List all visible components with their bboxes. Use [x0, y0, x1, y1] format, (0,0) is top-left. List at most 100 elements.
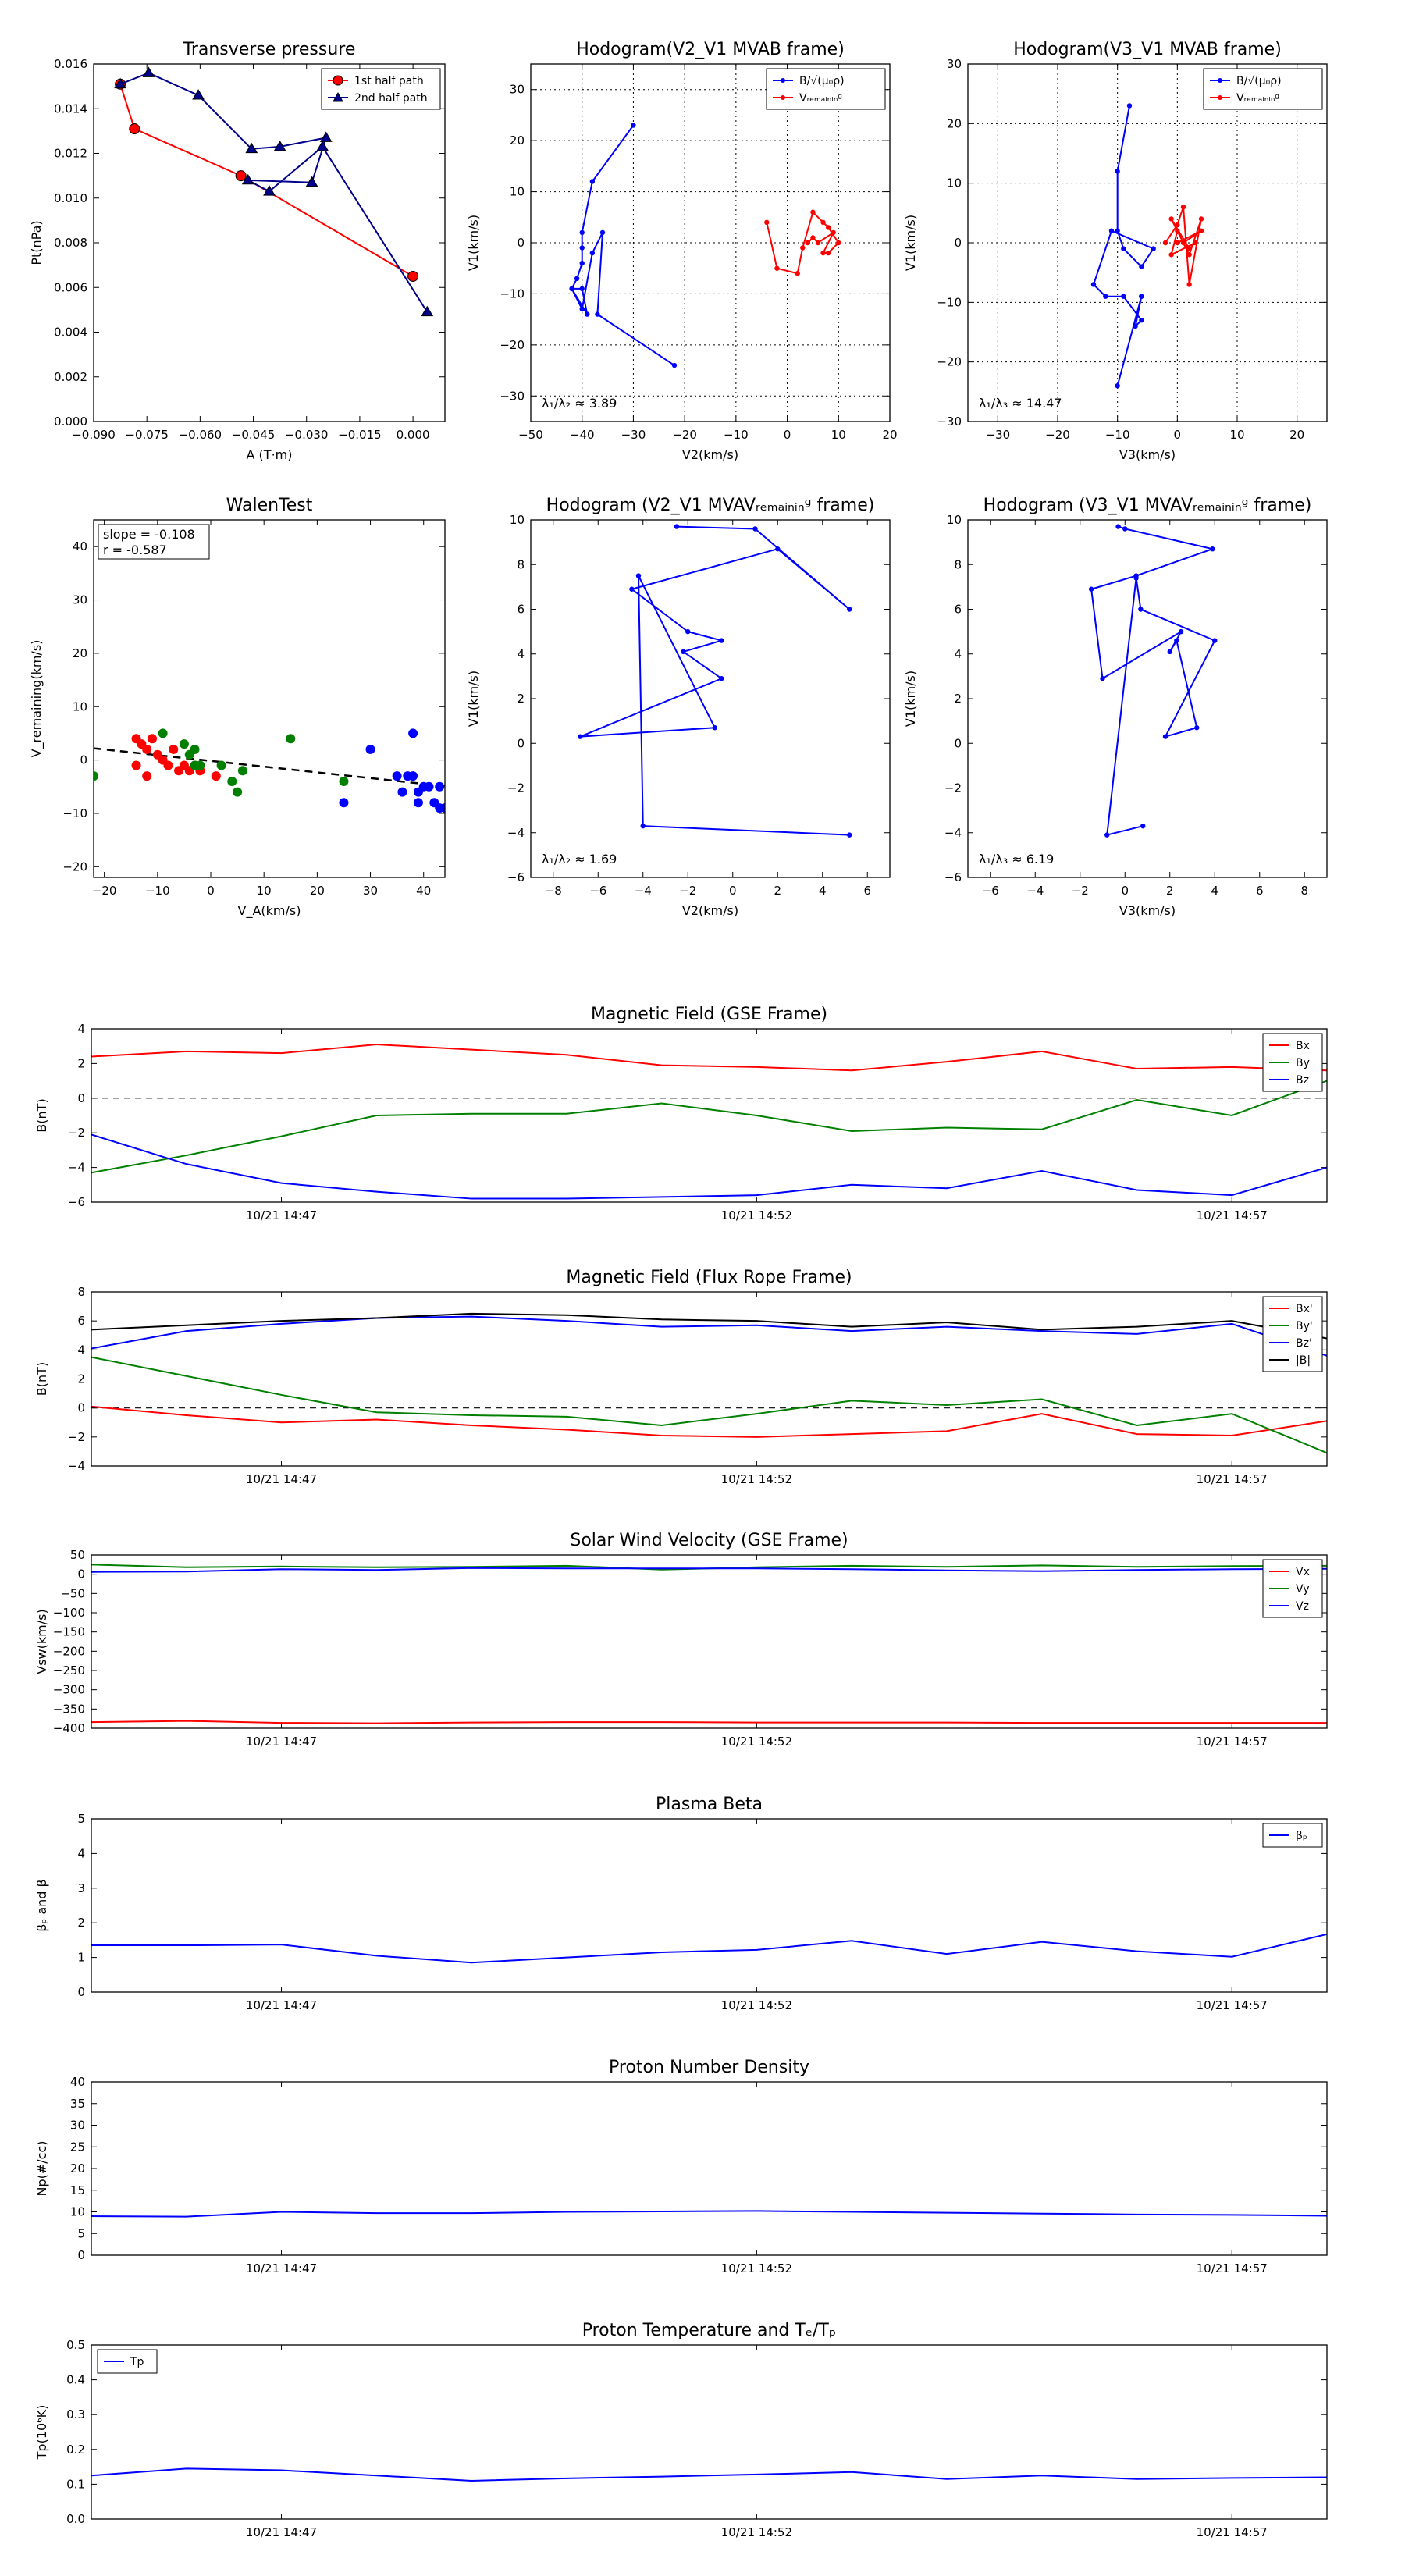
data-point: [1121, 294, 1126, 299]
data-point: [681, 649, 686, 655]
data-point: [1100, 676, 1105, 681]
legend-box: [766, 68, 886, 110]
data-point: [640, 823, 646, 829]
x-tick-label: −4: [635, 884, 652, 898]
x-tick-label: 10/21 14:57: [1197, 1998, 1268, 2012]
x-tick-label: −20: [92, 884, 117, 898]
data-point: [407, 270, 419, 282]
legend-label: Vz: [1296, 1600, 1309, 1613]
series-line-Bx': [91, 1405, 1327, 1438]
scatter-point: [286, 734, 296, 744]
x-tick-label: 10/21 14:57: [1197, 1208, 1268, 1222]
y-tick-label: 15: [70, 2183, 85, 2197]
legend-marker: [333, 91, 343, 102]
x-tick-label: −20: [672, 428, 697, 442]
data-point: [1186, 282, 1192, 287]
plot-area: [91, 1043, 1327, 1200]
y-tick-label: 8: [77, 1285, 85, 1299]
scatter-point: [142, 771, 152, 781]
x-tick-label: 10/21 14:47: [246, 1735, 317, 1749]
legend-label: Bz: [1296, 1074, 1309, 1087]
scatter-point: [424, 781, 434, 792]
x-tick-label: 10/21 14:52: [721, 1735, 792, 1749]
chart-title: Magnetic Field (GSE Frame): [591, 1005, 827, 1024]
y-tick-label: 0: [517, 736, 525, 750]
x-tick-label: −0.030: [285, 428, 329, 442]
x-tick-label: 0: [784, 428, 791, 442]
y-tick-label: −10: [937, 295, 962, 309]
chart-title: Hodogram (V2_V1 MVAVᵣₑₘₐᵢₙᵢₙᵍ frame): [546, 496, 875, 515]
y-tick-label: −6: [944, 870, 962, 884]
data-point: [305, 176, 318, 187]
scatter-point: [216, 760, 226, 770]
legend-marker: [1218, 95, 1222, 100]
x-axis-label: V3(km/s): [1119, 447, 1176, 462]
x-tick-label: −30: [986, 428, 1011, 442]
legend-box: [321, 68, 441, 110]
y-tick-label: 0: [77, 1401, 85, 1415]
x-tick-label: −0.045: [232, 428, 276, 442]
x-tick-label: 10/21 14:47: [246, 1208, 317, 1222]
y-tick-label: −250: [53, 1663, 85, 1678]
y-tick-label: −2: [68, 1430, 85, 1444]
x-tick-label: 10/21 14:57: [1197, 2525, 1268, 2539]
legend-marker: [781, 95, 785, 100]
data-point: [1103, 294, 1108, 299]
x-tick-label: 4: [1211, 884, 1218, 898]
x-tick-label: 30: [363, 884, 378, 898]
chart-title: Hodogram(V3_V1 MVAB frame): [1013, 40, 1282, 59]
y-tick-label: 40: [70, 2075, 85, 2089]
data-point: [574, 276, 580, 281]
data-point: [1162, 240, 1168, 246]
series-line-Vz: [91, 1567, 1327, 1573]
data-point: [589, 179, 596, 184]
x-tick-label: 10/21 14:47: [246, 1472, 317, 1486]
data-point: [129, 123, 140, 135]
series-line-Bx: [91, 1043, 1327, 1072]
data-point: [1115, 169, 1120, 174]
y-tick-label: 4: [77, 1846, 85, 1860]
data-point: [579, 260, 585, 266]
data-point: [1133, 323, 1138, 329]
x-tick-label: 10/21 14:47: [246, 1998, 317, 2012]
y-tick-label: −4: [68, 1459, 85, 1473]
legend-marker: [1218, 78, 1222, 83]
data-point: [599, 229, 606, 236]
y-axis-label: V_remaining(km/s): [29, 640, 44, 758]
data-point: [795, 271, 800, 276]
y-tick-label: 30: [510, 83, 525, 97]
data-point: [1168, 216, 1174, 222]
x-tick-label: 20: [882, 428, 897, 442]
x-tick-label: 10/21 14:52: [721, 1998, 792, 2012]
y-axis-label: V1(km/s): [466, 215, 481, 271]
data-point: [775, 546, 781, 552]
eigenvalue-ratio-annotation: λ₁/λ₃ ≈ 6.19: [979, 852, 1054, 866]
x-axis-label: V_A(km/s): [238, 903, 301, 919]
legend-marker: [781, 78, 785, 83]
chart-panel-proton_temperature: Proton Temperature and Tₑ/Tₚ 0.0 0.1 0.2 0.3…: [34, 2321, 1328, 2539]
y-tick-label: 2: [77, 1372, 85, 1386]
legend-label: Vx: [1296, 1566, 1310, 1578]
y-tick-label: −10: [500, 286, 525, 301]
chart-panel-proton_density: Proton Number Density 0 5 10 15 20 25 30 35 40 10/…: [34, 2058, 1328, 2275]
data-point: [1193, 240, 1198, 246]
y-tick-label: 10: [510, 513, 525, 527]
y-axis-label: V1(km/s): [466, 671, 481, 727]
data-point: [629, 586, 635, 592]
y-tick-label: −4: [507, 826, 525, 840]
data-point: [1115, 228, 1120, 233]
y-axis-label: Pt(nPa): [29, 220, 44, 265]
y-tick-label: 0.014: [54, 101, 87, 116]
data-point: [569, 286, 574, 292]
series-line-0: [579, 525, 850, 836]
x-tick-label: −0.090: [72, 428, 116, 442]
data-point: [1186, 252, 1192, 258]
chart-panel-mag_gse: Magnetic Field (GSE Frame) −6 −4 −2 0 2 4 10/21…: [34, 1005, 1328, 1222]
data-point: [1175, 228, 1180, 233]
data-point: [685, 628, 691, 635]
data-point: [847, 607, 852, 612]
scatter-point: [148, 734, 157, 744]
x-tick-label: −40: [570, 428, 595, 442]
x-tick-label: 2: [774, 884, 781, 898]
chart-title: Solar Wind Velocity (GSE Frame): [570, 1531, 848, 1550]
